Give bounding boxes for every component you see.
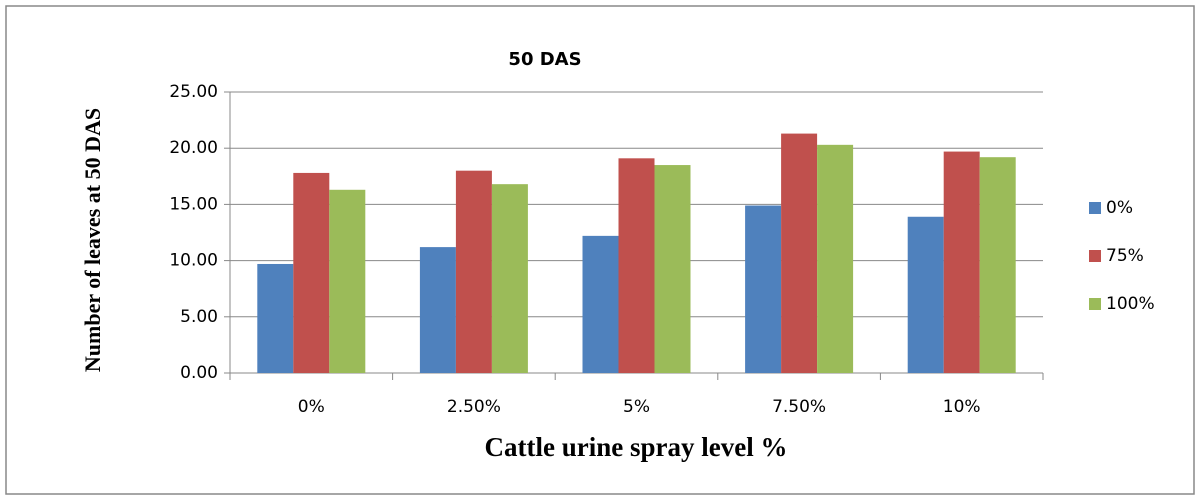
bar <box>293 172 330 373</box>
y-tick-label: 20.00 <box>169 138 218 158</box>
y-tick-label: 10.00 <box>169 251 218 271</box>
y-tick-label: 25.00 <box>169 82 218 102</box>
x-tick-label: 10% <box>943 397 981 417</box>
legend-swatch <box>1089 250 1101 262</box>
bar <box>943 151 980 373</box>
x-tick-label: 0% <box>298 397 325 417</box>
y-tick-label: 15.00 <box>169 194 218 214</box>
legend-label: 75% <box>1106 246 1144 266</box>
y-axis-title: Number of leaves at 50 DAS <box>80 108 105 372</box>
legend-label: 0% <box>1106 198 1133 218</box>
bar <box>654 165 691 373</box>
bar <box>257 263 294 373</box>
legend-swatch <box>1089 298 1101 310</box>
x-tick-label: 5% <box>623 397 650 417</box>
bar <box>745 205 782 373</box>
bar <box>781 133 818 373</box>
bar <box>582 235 619 373</box>
x-axis-title: Cattle urine spray level % <box>485 432 788 462</box>
legend-swatch <box>1089 202 1101 214</box>
bar <box>455 170 492 373</box>
x-tick-label: 2.50% <box>447 397 501 417</box>
y-tick-label: 0.00 <box>180 363 218 383</box>
y-tick-label: 5.00 <box>180 307 218 327</box>
chart-title: 50 DAS <box>508 49 581 70</box>
bar <box>618 158 655 373</box>
x-tick-label: 7.50% <box>772 397 826 417</box>
bar <box>907 216 944 373</box>
bar <box>491 184 528 373</box>
bar <box>817 144 854 373</box>
bar <box>329 189 366 373</box>
bar <box>419 247 456 373</box>
bar <box>979 157 1016 373</box>
legend-label: 100% <box>1106 294 1155 314</box>
